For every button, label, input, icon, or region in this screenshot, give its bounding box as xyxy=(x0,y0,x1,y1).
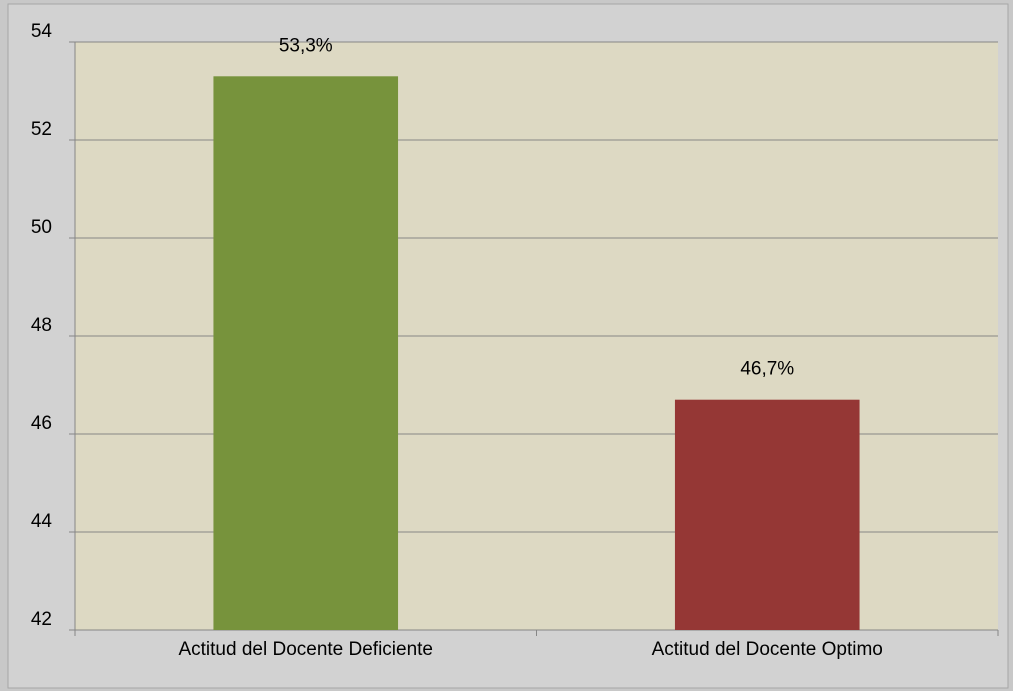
bar xyxy=(213,76,399,631)
data-label: 53,3% xyxy=(279,35,333,56)
data-label: 46,7% xyxy=(740,359,794,380)
y-tick-label: 54 xyxy=(31,21,53,42)
bar xyxy=(674,399,860,630)
y-tick-label: 46 xyxy=(31,413,52,434)
y-tick-label: 52 xyxy=(31,119,52,140)
x-tick-label: Actitud del Docente Optimo xyxy=(652,639,883,660)
x-tick-label: Actitud del Docente Deficiente xyxy=(178,639,433,660)
y-tick-label: 50 xyxy=(31,217,52,238)
y-tick-label: 48 xyxy=(31,315,52,336)
y-tick-label: 42 xyxy=(31,609,52,630)
y-tick-label: 44 xyxy=(31,511,53,532)
